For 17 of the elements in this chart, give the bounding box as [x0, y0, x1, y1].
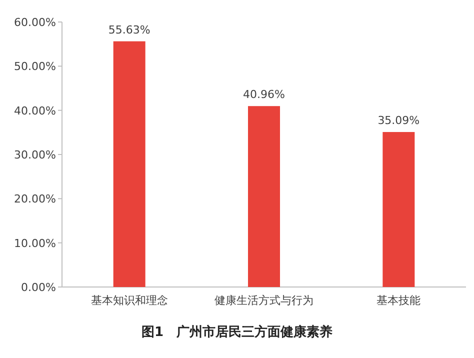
x-tick-label: 基本技能: [376, 294, 421, 307]
bar: [382, 132, 415, 287]
y-tick-label: 30.00%: [14, 148, 56, 162]
y-tick-label: 40.00%: [14, 104, 56, 118]
bar: [113, 41, 146, 287]
bar: [248, 106, 280, 287]
data-label: 55.63%: [108, 23, 150, 36]
y-tick-label: 60.00%: [14, 16, 56, 29]
data-label: 35.09%: [378, 114, 420, 128]
y-tick-label: 10.00%: [14, 236, 56, 250]
y-tick-label: 0.00%: [21, 281, 56, 294]
x-tick-label: 健康生活方式与行为: [214, 294, 314, 307]
y-tick-label: 50.00%: [14, 60, 56, 74]
data-label: 40.96%: [243, 88, 285, 102]
text: 图1 广州市居民三方面健康素养: [141, 324, 333, 340]
y-tick-label: 20.00%: [14, 192, 56, 206]
x-tick-label: 基本知识和理念: [90, 294, 168, 307]
